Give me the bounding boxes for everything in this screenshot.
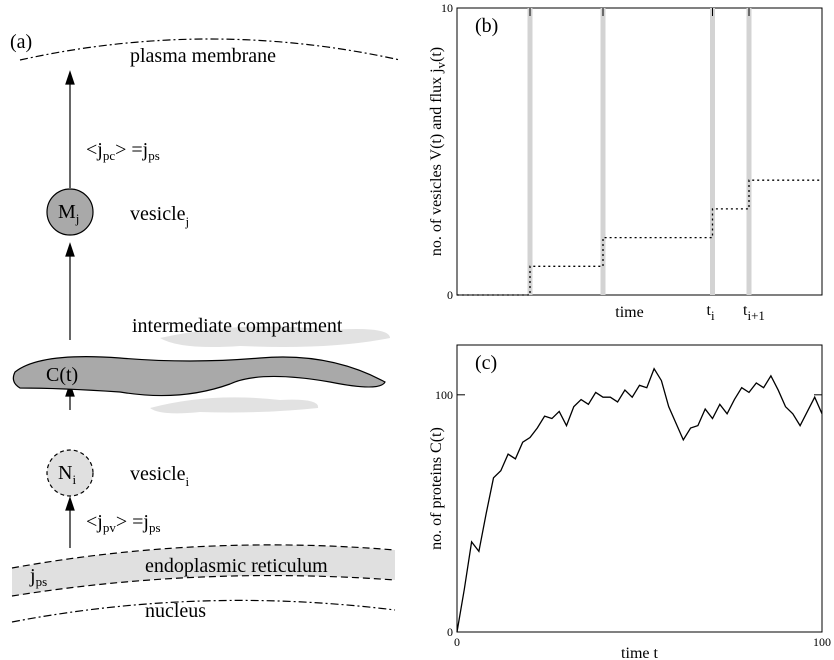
panel-label: (a) xyxy=(10,31,32,53)
blur-shape xyxy=(150,397,319,414)
nucleus-line xyxy=(11,599,396,623)
panel-label: (b) xyxy=(475,15,498,37)
er-line xyxy=(11,544,396,569)
label: jps xyxy=(29,565,47,589)
label: intermediate compartment xyxy=(132,315,343,337)
compartment-node xyxy=(12,356,386,397)
tick-sub: i xyxy=(711,308,715,323)
label-text: (t) xyxy=(428,47,445,62)
x-tick-label: ti+1 xyxy=(743,302,765,323)
tick-text: t xyxy=(707,302,712,319)
y-tick-label: 0 xyxy=(447,625,453,639)
x-axis-label: time xyxy=(615,304,643,321)
label: vesiclei xyxy=(130,463,190,489)
label: vesiclej xyxy=(130,203,189,229)
x-tick-label: 0 xyxy=(454,635,460,649)
data-line xyxy=(456,367,823,633)
tick-sub: i+1 xyxy=(747,308,764,323)
node-label: C(t) xyxy=(46,364,78,386)
er-line xyxy=(11,574,396,597)
label-text: no. of proteins C(t) xyxy=(428,427,445,550)
blur-shape xyxy=(160,326,390,347)
x-tick-label: ti xyxy=(707,302,715,323)
label-text: no. of vesicles V(t) and flux j xyxy=(428,68,445,256)
y-tick-label: 100 xyxy=(435,388,453,402)
flux-bar xyxy=(600,8,606,295)
plot-frame xyxy=(456,344,823,633)
x-tick-label: 100 xyxy=(813,635,831,649)
flux-bar xyxy=(527,8,533,295)
label-sub: v xyxy=(433,61,448,68)
diagram: (a) plasma membrane <jpc> =jps Mj vesicl… xyxy=(10,31,401,623)
label: nucleus xyxy=(145,600,206,622)
flux-bar xyxy=(710,8,715,295)
y-tick-label: 10 xyxy=(441,1,453,15)
x-axis-label: time t xyxy=(621,645,658,660)
membrane-line xyxy=(19,38,401,61)
y-tick-label: 0 xyxy=(447,288,453,302)
label: endoplasmic reticulum xyxy=(145,555,328,577)
step-line xyxy=(457,179,822,296)
flux-label: <jpc> =jps xyxy=(86,139,160,163)
node-label: Mj xyxy=(58,201,79,226)
plot-frame xyxy=(456,7,823,296)
label: plasma membrane xyxy=(130,45,276,67)
arrows xyxy=(65,70,75,548)
tick-text: t xyxy=(743,302,748,319)
er-band xyxy=(12,544,395,596)
vesicle-node xyxy=(46,449,94,497)
y-axis-label: no. of vesicles V(t) and flux jv(t) xyxy=(428,47,448,256)
panel-label: (c) xyxy=(475,352,497,374)
flux-label: <jpv> =jps xyxy=(86,511,161,535)
y-axis-label: no. of proteins C(t) xyxy=(428,427,445,550)
node-label: Ni xyxy=(58,462,76,487)
vesicle-node xyxy=(46,188,94,236)
flux-bar xyxy=(746,8,752,295)
